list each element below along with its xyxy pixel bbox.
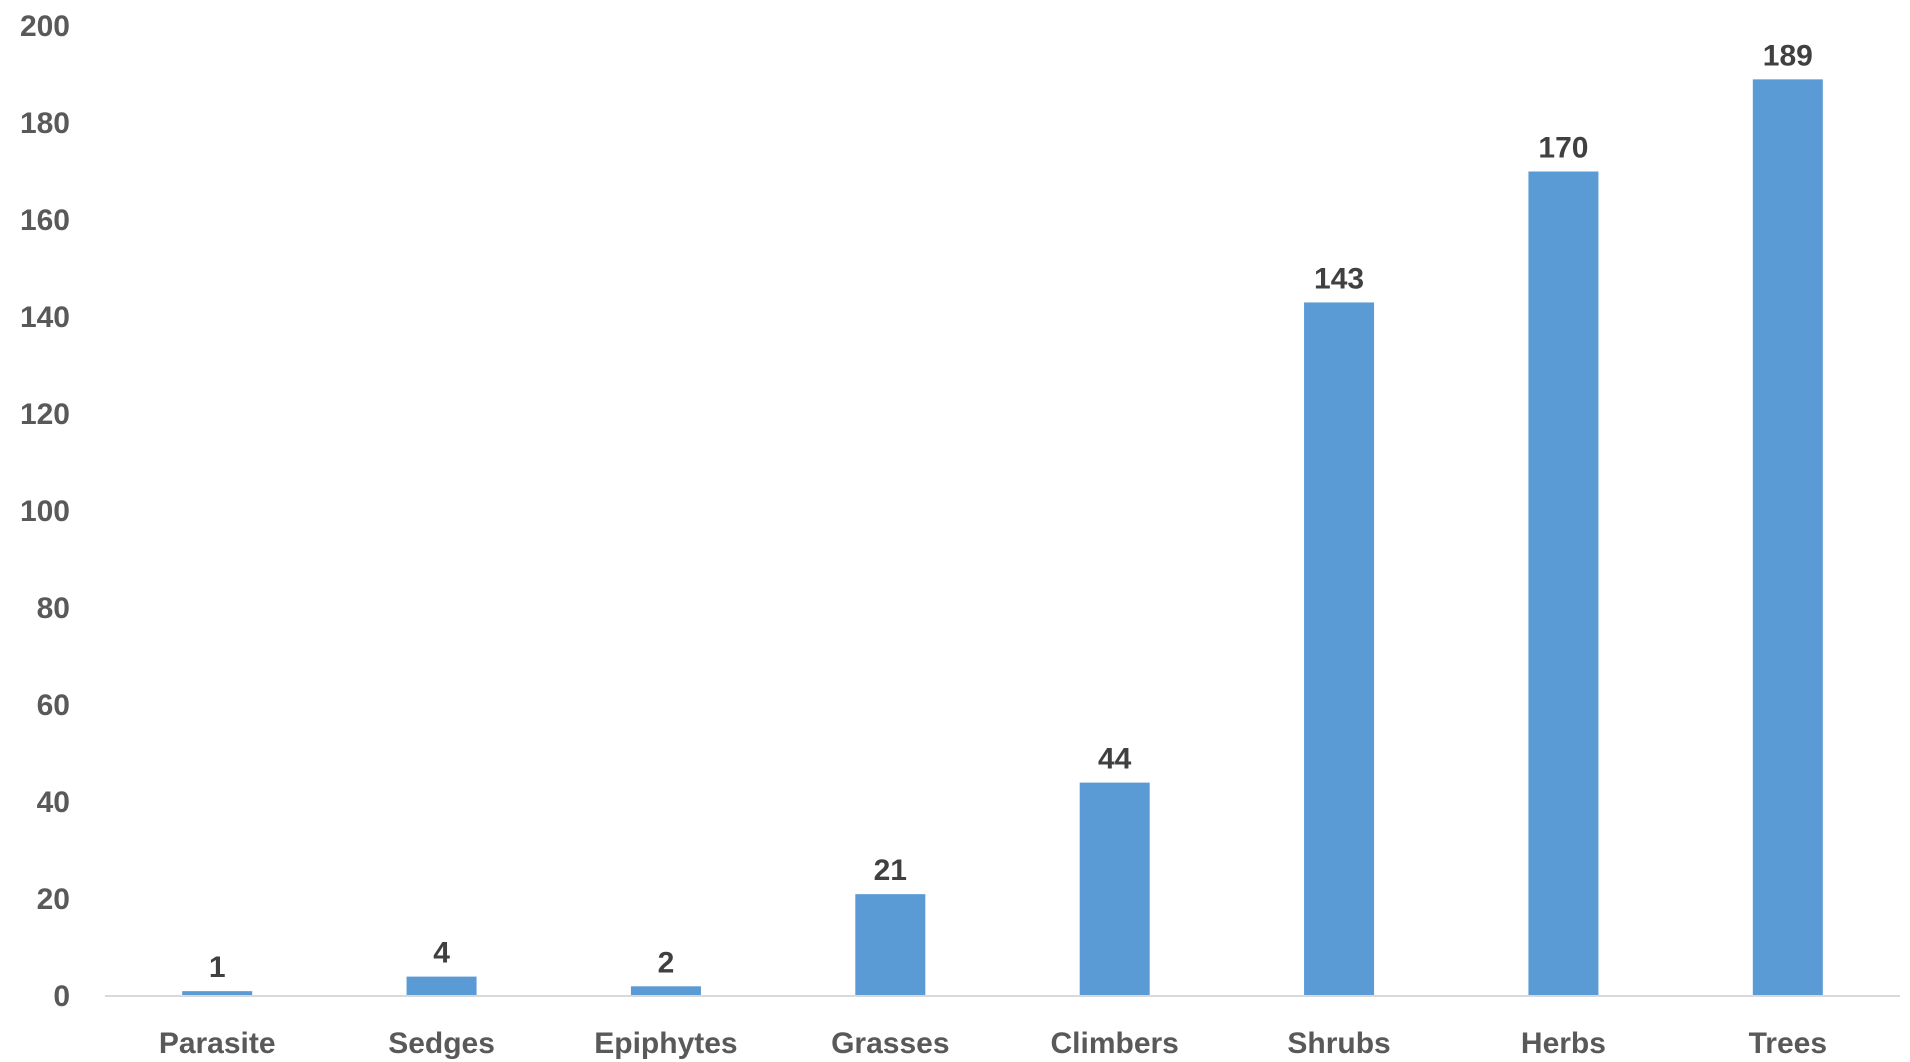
data-label-epiphytes: 2 xyxy=(658,946,675,979)
y-tick-label: 120 xyxy=(20,398,70,431)
bar-herbs xyxy=(1528,171,1599,996)
x-tick-label-trees: Trees xyxy=(1749,1027,1827,1060)
x-tick-label-parasite: Parasite xyxy=(159,1027,276,1060)
bar-parasite xyxy=(182,991,253,996)
bar-epiphytes xyxy=(630,986,701,996)
x-tick-label-grasses: Grasses xyxy=(831,1027,949,1060)
y-tick-label: 200 xyxy=(20,10,70,43)
bar-trees xyxy=(1752,79,1823,997)
bars xyxy=(182,79,1823,997)
x-tick-label-shrubs: Shrubs xyxy=(1287,1027,1390,1060)
x-axis: Parasite Sedges Epiphytes Grasses Climbers Sh… xyxy=(105,995,1900,1060)
x-tick-label-climbers: Climbers xyxy=(1050,1027,1178,1060)
y-axis: 0 20 40 60 80 100 120 140 160 180 200 xyxy=(20,10,70,1013)
y-tick-label: 140 xyxy=(20,301,70,334)
y-tick-label: 100 xyxy=(20,495,70,528)
y-tick-label: 160 xyxy=(20,204,70,237)
y-tick-label: 20 xyxy=(37,883,70,916)
y-tick-label: 180 xyxy=(20,107,70,140)
data-label-parasite: 1 xyxy=(209,951,226,984)
x-tick-label-herbs: Herbs xyxy=(1521,1027,1606,1060)
data-label-shrubs: 143 xyxy=(1314,262,1364,295)
x-tick-label-sedges: Sedges xyxy=(388,1027,495,1060)
bar-sedges xyxy=(406,976,477,996)
data-label-herbs: 170 xyxy=(1538,132,1588,165)
y-tick-label: 60 xyxy=(37,689,70,722)
data-label-grasses: 21 xyxy=(874,854,907,887)
data-label-trees: 189 xyxy=(1763,39,1813,72)
bar-grasses xyxy=(855,894,926,996)
bar-shrubs xyxy=(1304,302,1375,996)
y-tick-label: 80 xyxy=(37,592,70,625)
data-label-climbers: 44 xyxy=(1098,743,1132,776)
y-tick-label: 0 xyxy=(53,980,70,1013)
x-tick-label-epiphytes: Epiphytes xyxy=(594,1027,737,1060)
bar-climbers xyxy=(1079,782,1150,996)
data-label-sedges: 4 xyxy=(433,937,450,970)
data-labels: 1 4 2 21 44 143 170 189 xyxy=(209,39,1813,984)
y-tick-label: 40 xyxy=(37,786,70,819)
